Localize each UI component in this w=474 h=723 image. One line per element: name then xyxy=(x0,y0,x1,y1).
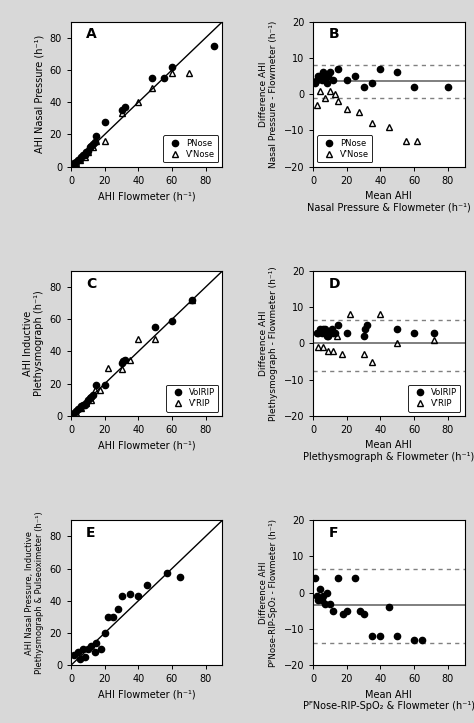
Y-axis label: AHI Nasal Pressure (h⁻¹): AHI Nasal Pressure (h⁻¹) xyxy=(34,35,44,153)
Text: D: D xyxy=(328,277,340,291)
X-axis label: Mean AHI
Plethysmograph & Flowmeter (h⁻¹): Mean AHI Plethysmograph & Flowmeter (h⁻¹… xyxy=(303,440,474,462)
Text: E: E xyxy=(86,526,96,540)
X-axis label: AHI Flowmeter (h⁻¹): AHI Flowmeter (h⁻¹) xyxy=(98,440,196,450)
Legend: PNose, V'Nose: PNose, V'Nose xyxy=(163,135,218,163)
Legend: PNose, V'Nose: PNose, V'Nose xyxy=(318,135,373,163)
Text: B: B xyxy=(328,27,339,41)
Y-axis label: AHI Nasal Pressure, Inductive
Plethysmograph & Pulseoximeter (h⁻¹): AHI Nasal Pressure, Inductive Plethysmog… xyxy=(25,511,44,674)
Legend: VolRIP, V'RIP: VolRIP, V'RIP xyxy=(166,385,218,411)
Legend: VolRIP, V'RIP: VolRIP, V'RIP xyxy=(409,385,460,411)
X-axis label: AHI Flowmeter (h⁻¹): AHI Flowmeter (h⁻¹) xyxy=(98,690,196,700)
Text: A: A xyxy=(86,27,97,41)
Text: F: F xyxy=(328,526,338,540)
Text: C: C xyxy=(86,277,97,291)
Y-axis label: AHI Inductive
Plethysmograph (h⁻¹): AHI Inductive Plethysmograph (h⁻¹) xyxy=(23,291,44,396)
Y-axis label: Difference AHI
Plethysmograph - Flowmeter (h⁻¹): Difference AHI Plethysmograph - Flowmete… xyxy=(259,266,278,421)
Y-axis label: Difference AHI
Nasal Pressure - Flowmeter (h⁻¹): Difference AHI Nasal Pressure - Flowmete… xyxy=(259,20,278,168)
X-axis label: Mean AHI
PᴾNose-RIP-SpO₂ & Flowmeter (h⁻¹): Mean AHI PᴾNose-RIP-SpO₂ & Flowmeter (h⁻… xyxy=(303,690,474,711)
Y-axis label: Difference AHI
PᴾNose-RIP-SpO₂ - Flowmeter (h⁻¹): Difference AHI PᴾNose-RIP-SpO₂ - Flowmet… xyxy=(259,518,278,667)
X-axis label: AHI Flowmeter (h⁻¹): AHI Flowmeter (h⁻¹) xyxy=(98,191,196,201)
X-axis label: Mean AHI
Nasal Pressure & Flowmeter (h⁻¹): Mean AHI Nasal Pressure & Flowmeter (h⁻¹… xyxy=(307,191,471,213)
